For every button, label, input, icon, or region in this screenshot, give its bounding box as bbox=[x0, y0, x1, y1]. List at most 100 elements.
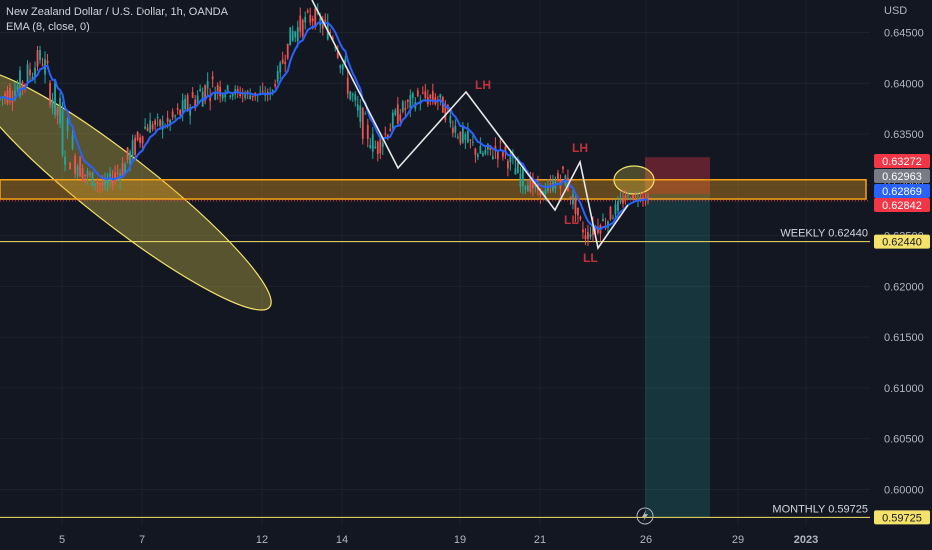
candle-body bbox=[246, 91, 249, 93]
candle-body bbox=[321, 23, 324, 29]
candle-body bbox=[186, 95, 189, 110]
candle-body bbox=[399, 114, 402, 121]
candle-body bbox=[609, 206, 612, 220]
weekly-price-label-text: 0.62440 bbox=[882, 237, 922, 249]
candle-body bbox=[96, 182, 99, 184]
candle-body bbox=[456, 136, 459, 138]
candle-body bbox=[106, 180, 109, 184]
y-tick-label: 0.61000 bbox=[884, 383, 924, 395]
candle-body bbox=[384, 133, 387, 135]
candle-body bbox=[91, 172, 94, 187]
candle-body bbox=[451, 127, 454, 133]
candle-body bbox=[366, 124, 369, 139]
x-tick-label: 21 bbox=[534, 534, 546, 546]
x-tick-label: 5 bbox=[59, 534, 65, 546]
x-tick-label: 26 bbox=[640, 534, 652, 546]
candle-body bbox=[274, 84, 277, 87]
candle-body bbox=[464, 134, 467, 140]
candle-body bbox=[639, 196, 642, 200]
candle-body bbox=[506, 161, 509, 169]
candle-body bbox=[29, 69, 31, 76]
structure-zigzag bbox=[311, 0, 629, 250]
monthly-price-label: 0.59725 bbox=[874, 510, 930, 524]
candle-body bbox=[141, 136, 144, 144]
candle-body bbox=[229, 95, 232, 97]
candle-body bbox=[69, 162, 71, 170]
candle-body bbox=[454, 125, 457, 133]
price-label-3-bg bbox=[874, 198, 930, 212]
candle-body bbox=[156, 116, 159, 118]
candle-body bbox=[139, 137, 142, 144]
candle-body bbox=[89, 173, 91, 175]
candle-body bbox=[16, 85, 19, 90]
candle-body bbox=[111, 178, 114, 186]
candle-body bbox=[349, 91, 352, 100]
candle-body bbox=[594, 228, 597, 231]
candle-body bbox=[401, 101, 404, 112]
candle-body bbox=[66, 119, 69, 132]
price-label-3-text: 0.62842 bbox=[882, 200, 922, 212]
structure-annotation-ll: LL bbox=[564, 213, 579, 227]
candle-body bbox=[239, 93, 242, 97]
candle-body bbox=[519, 173, 522, 187]
candle-body bbox=[614, 204, 617, 215]
x-tick-label: 2023 bbox=[794, 534, 818, 546]
candle-body bbox=[416, 90, 419, 96]
candle-body bbox=[627, 195, 629, 197]
y-tick-label: 0.63500 bbox=[884, 129, 924, 141]
candle-body bbox=[444, 104, 447, 121]
candle-body bbox=[579, 216, 582, 219]
candle-body bbox=[181, 100, 184, 113]
candle-body bbox=[589, 234, 592, 238]
candle-body bbox=[379, 139, 382, 154]
candle-body bbox=[619, 200, 622, 202]
candle-body bbox=[557, 173, 559, 182]
y-tick-label: 0.62000 bbox=[884, 281, 924, 293]
candle-body bbox=[46, 60, 49, 64]
candle-body bbox=[572, 194, 574, 205]
candle-body bbox=[496, 151, 499, 160]
monthly-price-label-text: 0.59725 bbox=[882, 512, 922, 524]
x-tick-label: 7 bbox=[139, 534, 145, 546]
candle-body bbox=[331, 37, 334, 40]
candle-body bbox=[49, 82, 51, 105]
candle-body bbox=[549, 183, 552, 185]
retest-ellipse bbox=[613, 165, 655, 195]
price-label-0-bg bbox=[874, 154, 930, 168]
candle-body bbox=[394, 110, 397, 115]
candle-body bbox=[161, 120, 164, 130]
price-label-2-bg bbox=[874, 184, 930, 198]
candle-body bbox=[629, 198, 632, 200]
chart-legend: New Zealand Dollar / U.S. Dollar, 1h, OA… bbox=[6, 5, 228, 35]
candle-body bbox=[179, 109, 182, 115]
candle-body bbox=[301, 19, 304, 37]
candle-body bbox=[341, 64, 344, 70]
candle-body bbox=[391, 112, 394, 129]
candle-body bbox=[71, 135, 74, 149]
candle-body bbox=[124, 164, 126, 174]
candle-body bbox=[344, 59, 347, 63]
candle-body bbox=[189, 107, 192, 116]
candle-body bbox=[211, 76, 214, 80]
resistance-zone bbox=[0, 178, 867, 200]
weekly-price-label-bg bbox=[874, 234, 930, 249]
candle-body bbox=[404, 107, 407, 110]
candle-body bbox=[336, 51, 339, 58]
candle-body bbox=[296, 27, 299, 42]
candle-body bbox=[39, 49, 41, 60]
candle-body bbox=[6, 90, 9, 104]
candle-body bbox=[361, 107, 364, 139]
candle-body bbox=[176, 108, 179, 110]
candle-body bbox=[224, 94, 227, 98]
candle-body bbox=[504, 146, 507, 153]
monthly-level-label: MONTHLY 0.59725 bbox=[772, 503, 868, 515]
candle-body bbox=[219, 86, 222, 97]
candle-body bbox=[279, 62, 282, 73]
candle-body bbox=[159, 119, 162, 126]
candle-body bbox=[26, 64, 29, 84]
y-tick-label: 0.60000 bbox=[884, 484, 924, 496]
candle-body bbox=[264, 94, 267, 96]
candle-body bbox=[9, 88, 11, 101]
candle-body bbox=[476, 154, 479, 158]
